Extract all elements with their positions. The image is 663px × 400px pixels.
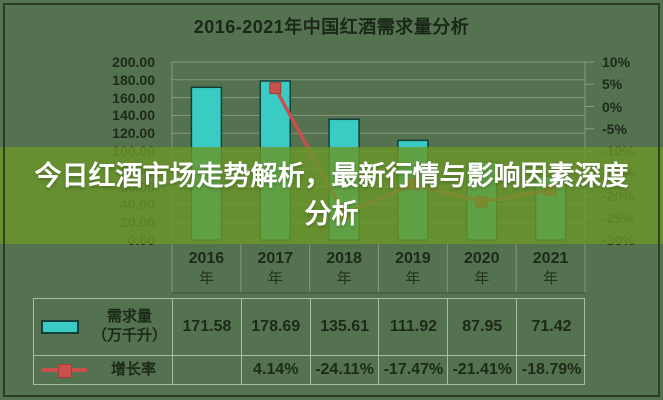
table-cell: 178.69 [241, 299, 311, 356]
table-cell: 111.92 [379, 299, 449, 356]
x-axis-year: 2018 [326, 250, 362, 267]
right-axis-tick-label: 10% [602, 54, 631, 70]
right-axis-tick-label: 5% [602, 76, 623, 93]
x-axis-year-suffix: 年 [336, 270, 352, 287]
x-axis-label: 2020 年 [447, 249, 516, 288]
x-axis-year: 2020 [463, 250, 500, 267]
series-name-line: 需求量 [106, 308, 152, 326]
line-legend-marker-square [58, 364, 72, 378]
x-axis-label: 2019 年 [379, 249, 448, 288]
left-axis-tick-label: 140.00 [112, 107, 155, 124]
x-axis-label: 2017 年 [241, 249, 310, 288]
table-cell: 171.58 [173, 299, 242, 356]
line-legend-marker [41, 364, 87, 378]
line-marker [269, 82, 282, 95]
left-axis-tick-label: 160.00 [112, 89, 155, 106]
legend-cell-growth: 增长率 [34, 356, 173, 384]
x-axis-year-suffix: 年 [543, 270, 559, 287]
x-axis-year-suffix: 年 [474, 270, 490, 287]
right-axis-tick-label: 0% [602, 98, 623, 115]
headline-text: 今日红酒市场走势解析，最新行情与影响因素深度分析 [34, 161, 629, 229]
series-name-line: （万千升） [91, 327, 167, 344]
x-axis-year-suffix: 年 [405, 270, 421, 287]
series-name: 增长率 [95, 361, 172, 380]
table-cell: 4.14% [242, 356, 311, 384]
x-axis-label: 2016 年 [172, 249, 241, 288]
x-axis-label: 2018 年 [310, 249, 379, 288]
table-cell: -18.79% [521, 361, 582, 378]
x-axis-year: 2019 [395, 250, 431, 267]
table-cell: -24.11% [311, 356, 380, 384]
x-axis-year: 2016 [188, 250, 225, 267]
left-axis-tick-label: 180.00 [112, 71, 155, 88]
x-axis-label: 2021 年 [516, 249, 585, 288]
headline-overlay-banner: 今日红酒市场走势解析，最新行情与影响因素深度分析 [0, 147, 663, 244]
table-cell: -21.41% [448, 356, 518, 384]
x-axis-year: 2017 [257, 250, 294, 267]
x-axis-year-suffix: 年 [198, 270, 214, 287]
right-axis-tick-label: -5% [602, 120, 627, 137]
legend-cell-demand: 需求量 （万千升） [34, 299, 173, 356]
left-axis-tick-label: 120.00 [112, 125, 155, 142]
chart-data-table: 需求量 （万千升） 171.58 178.69 135.61 111.92 87.95 71.… [33, 298, 586, 385]
left-axis-tick-label: 200.00 [112, 54, 155, 70]
bar-legend-swatch [41, 320, 79, 334]
series-name: 需求量 （万千升） [87, 308, 172, 346]
table-cell [173, 356, 242, 384]
chart-title: 2016-2021年中国红酒需求量分析 [193, 17, 470, 37]
table-cell: -17.47% [379, 356, 449, 384]
series-name-line: 增长率 [110, 360, 156, 378]
table-cell: 71.42 [517, 299, 586, 356]
table-cell: 135.61 [310, 299, 380, 356]
x-axis-year-suffix: 年 [267, 270, 283, 287]
x-axis-year: 2021 [532, 250, 569, 267]
table-cell: 87.95 [448, 299, 518, 356]
